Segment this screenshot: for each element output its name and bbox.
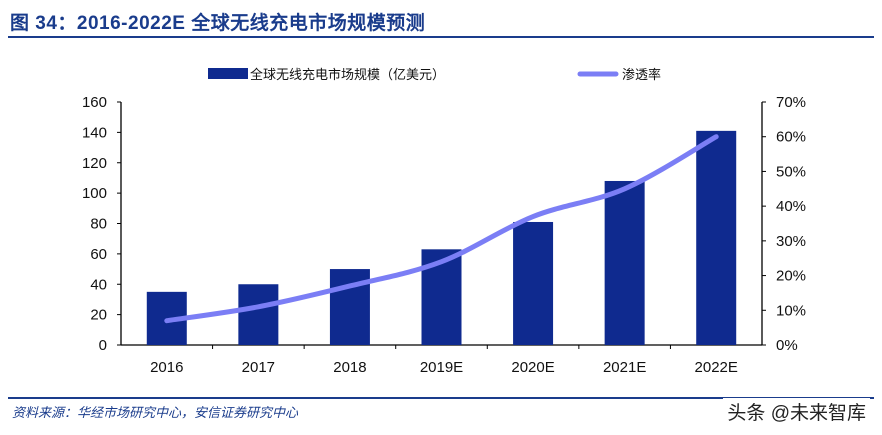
left-axis-tick-label: 80 [90, 216, 107, 233]
right-axis-tick-label: 70% [776, 94, 806, 111]
right-axis-tick-label: 10% [776, 302, 806, 319]
figure-title: 图 34：2016-2022E 全球无线充电市场规模预测 [10, 13, 426, 34]
right-axis-tick-label: 60% [776, 129, 806, 146]
legend-bar-label: 全球无线充电市场规模（亿美元） [250, 67, 445, 82]
x-axis-tick-label: 2019E [420, 359, 463, 376]
right-axis-tick-label: 50% [776, 163, 806, 180]
legend-bar-swatch [208, 68, 248, 79]
legend-line-label: 渗透率 [622, 67, 661, 82]
bar [238, 284, 279, 345]
left-axis-tick-label: 0 [99, 337, 107, 354]
bar [604, 180, 645, 345]
x-axis-tick-label: 2017 [242, 359, 275, 376]
left-axis-tick-label: 100 [82, 185, 107, 202]
x-axis-tick-label: 2021E [603, 359, 646, 376]
left-axis-tick-label: 140 [82, 124, 107, 141]
x-axis-tick-label: 2018 [333, 359, 366, 376]
source-note: 资料来源：华经市场研究中心，安信证券研究中心 [12, 405, 299, 420]
left-axis-tick-label: 160 [82, 94, 107, 111]
right-axis-tick-label: 20% [776, 268, 806, 285]
left-axis-tick-label: 60 [90, 246, 107, 263]
watermark: 头条 @未来智库 [723, 398, 870, 425]
x-axis-tick-label: 2022E [695, 359, 738, 376]
left-axis-tick-label: 20 [90, 307, 107, 324]
right-axis-tick-label: 40% [776, 198, 806, 215]
bar [513, 221, 554, 345]
x-axis-tick-label: 2020E [511, 359, 554, 376]
left-axis-tick-label: 40 [90, 276, 107, 293]
right-axis-tick-label: 0% [776, 337, 798, 354]
x-axis-tick-label: 2016 [150, 359, 183, 376]
title-divider [8, 36, 874, 38]
right-axis-tick-label: 30% [776, 233, 806, 250]
bar [696, 130, 737, 345]
left-axis-tick-label: 120 [82, 155, 107, 172]
source-divider [8, 397, 874, 399]
